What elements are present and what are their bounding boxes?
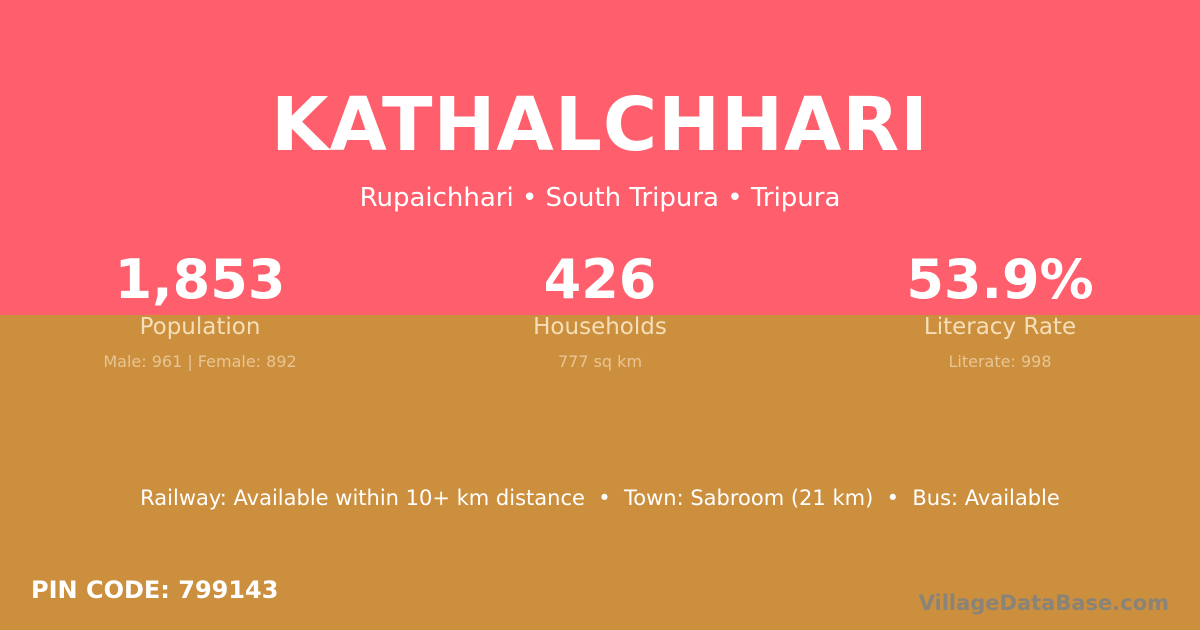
stat-detail: Male: 961 | Female: 892 <box>103 352 297 371</box>
stat-value: 426 <box>543 248 657 311</box>
brand-watermark: VillageDataBase.com <box>918 591 1169 615</box>
stat-value: 53.9% <box>906 248 1094 311</box>
connectivity-facts: Railway: Available within 10+ km distanc… <box>140 486 1060 510</box>
stat-label: Population <box>139 314 261 340</box>
pin-code: PIN CODE: 799143 <box>31 576 279 604</box>
stat-value: 1,853 <box>114 248 286 311</box>
stat-population: 1,853 Population Male: 961 | Female: 892 <box>0 248 400 372</box>
village-title: KATHALCHHARI <box>271 82 929 168</box>
stat-detail: Literate: 998 <box>948 352 1052 371</box>
header-band <box>0 0 1200 315</box>
stat-detail: 777 sq km <box>557 352 643 371</box>
stat-literacy: 53.9% Literacy Rate Literate: 998 <box>800 248 1200 372</box>
footer-band <box>0 315 1200 630</box>
stat-label: Literacy Rate <box>923 314 1077 340</box>
location-breadcrumb: Rupaichhari • South Tripura • Tripura <box>359 183 841 213</box>
stat-households: 426 Households 777 sq km <box>400 248 800 372</box>
stat-label: Households <box>533 314 667 340</box>
